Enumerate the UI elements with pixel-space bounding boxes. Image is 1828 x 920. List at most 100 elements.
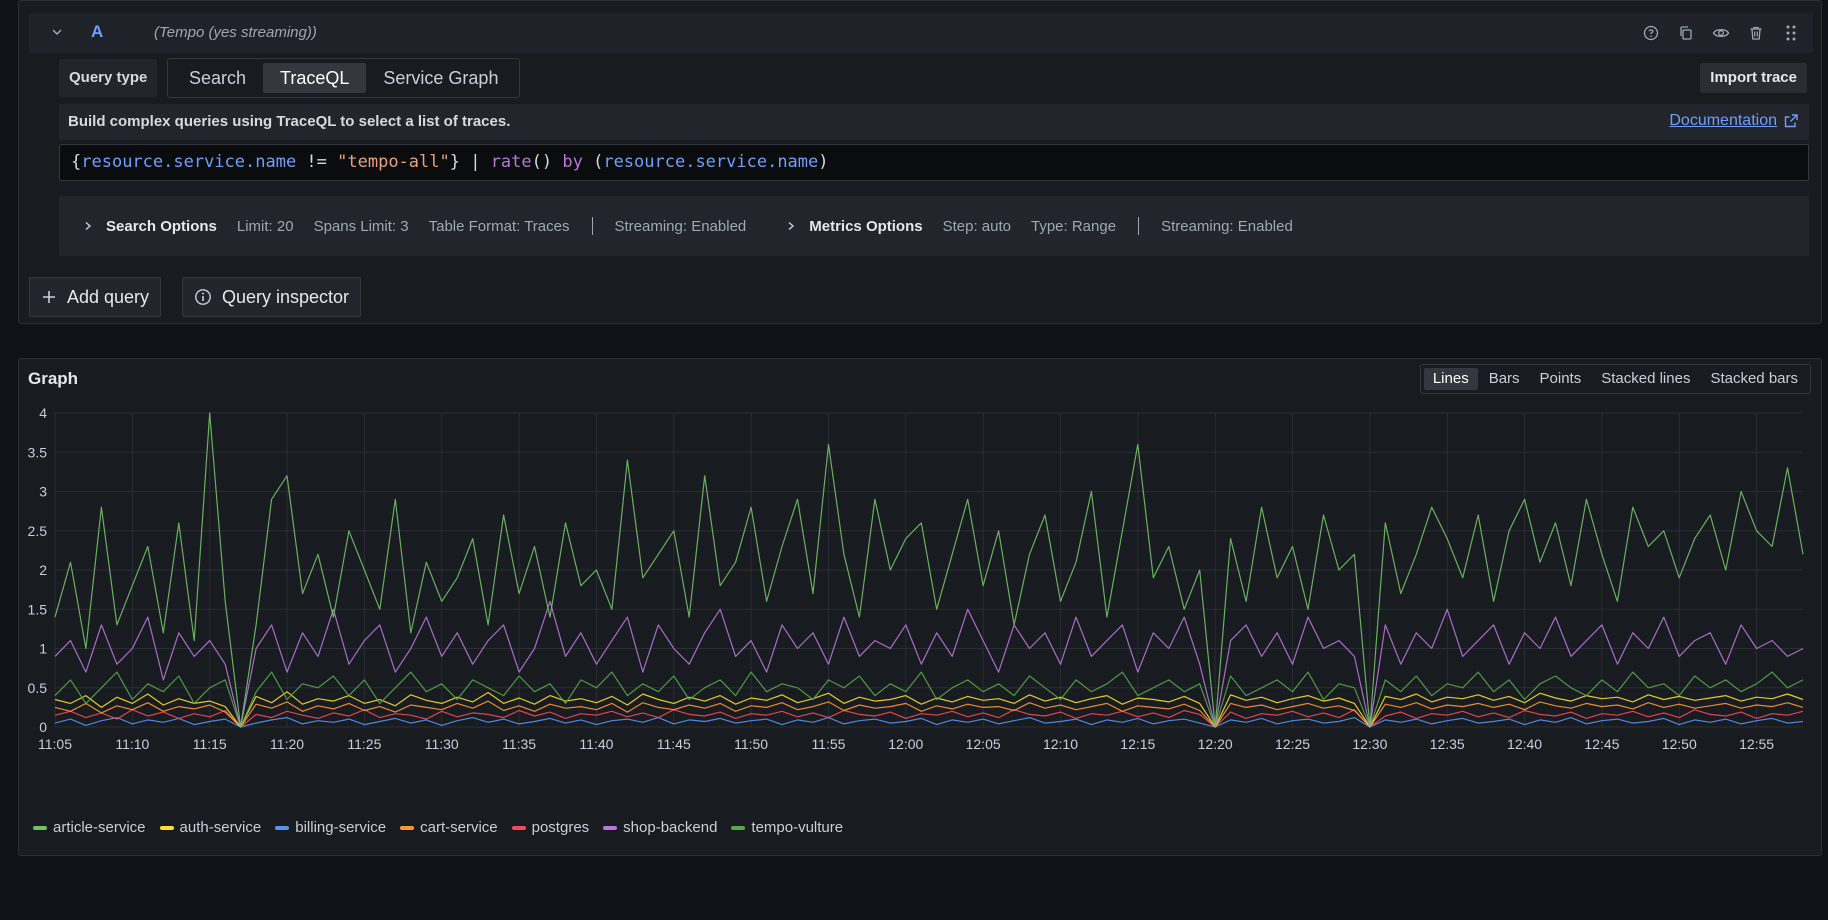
y-tick-label: 1.5 bbox=[28, 601, 48, 617]
search-options-toggle[interactable]: Search Options bbox=[106, 217, 217, 235]
import-trace-button[interactable]: Import trace bbox=[1700, 63, 1807, 93]
code-string: "tempo-all" bbox=[337, 152, 450, 172]
query-inspector-label[interactable]: Query inspector bbox=[222, 286, 350, 307]
viz-stacked-bars[interactable]: Stacked bars bbox=[1710, 370, 1798, 387]
y-tick-label: 0.5 bbox=[28, 680, 48, 696]
metrics-step: Step: auto bbox=[942, 217, 1011, 235]
eye-icon[interactable] bbox=[1709, 21, 1733, 45]
x-tick-label: 12:25 bbox=[1275, 736, 1310, 752]
plus-icon bbox=[43, 291, 55, 303]
x-tick-label: 12:50 bbox=[1662, 736, 1697, 752]
x-tick-label: 12:35 bbox=[1430, 736, 1465, 752]
graph-title: Graph bbox=[28, 369, 79, 388]
series-line-tempo-vulture bbox=[54, 671, 1804, 728]
y-tick-label: 3 bbox=[39, 484, 47, 500]
query-type-tabs: Search TraceQL Service Graph bbox=[167, 58, 521, 98]
legend-swatch bbox=[731, 825, 746, 830]
legend-swatch bbox=[33, 825, 47, 830]
chevron-down-icon[interactable] bbox=[51, 26, 63, 38]
legend-swatch bbox=[275, 825, 290, 830]
code-text: != bbox=[296, 152, 338, 172]
query-editor-panel: A (Tempo (yes streaming)) Query type Sea… bbox=[18, 0, 1822, 324]
code-keyword: by bbox=[562, 152, 583, 172]
series-line-article-service bbox=[54, 412, 1804, 728]
trash-icon[interactable] bbox=[1744, 21, 1768, 45]
legend-label[interactable]: auth-service bbox=[179, 819, 262, 836]
viz-bars[interactable]: Bars bbox=[1488, 370, 1520, 387]
add-query-label[interactable]: Add query bbox=[67, 286, 150, 307]
series-line-billing-service bbox=[54, 717, 1804, 728]
legend-item-tempo-vulture[interactable]: tempo-vulture bbox=[731, 819, 843, 836]
drag-handle-icon[interactable] bbox=[1779, 21, 1803, 45]
x-tick-label: 12:00 bbox=[888, 736, 923, 752]
chevron-right-icon[interactable] bbox=[786, 221, 796, 231]
legend-label[interactable]: shop-backend bbox=[623, 819, 718, 836]
y-tick-label: 2 bbox=[39, 562, 47, 578]
code-text: ( bbox=[582, 152, 604, 172]
x-tick-label: 11:40 bbox=[579, 736, 613, 752]
copy-icon[interactable] bbox=[1674, 21, 1698, 45]
help-icon[interactable] bbox=[1639, 21, 1663, 45]
viz-points[interactable]: Points bbox=[1539, 370, 1582, 387]
x-tick-label: 11:10 bbox=[115, 736, 149, 752]
visualization-toggle: Lines Bars Points Stacked lines Stacked … bbox=[1419, 364, 1811, 394]
y-tick-label: 1 bbox=[39, 641, 47, 657]
viz-stacked-lines[interactable]: Stacked lines bbox=[1601, 370, 1691, 387]
query-inspector-button[interactable]: Query inspector bbox=[182, 277, 362, 317]
viz-lines[interactable]: Lines bbox=[1423, 368, 1478, 390]
code-keyword: rate bbox=[490, 152, 532, 172]
x-tick-label: 12:30 bbox=[1352, 736, 1387, 752]
series-line-cart-service bbox=[54, 700, 1804, 728]
search-streaming: Streaming: Enabled bbox=[614, 217, 747, 235]
tab-service-graph[interactable]: Service Graph bbox=[383, 68, 499, 88]
x-tick-label: 11:55 bbox=[811, 736, 845, 752]
legend-item-auth-service[interactable]: auth-service bbox=[159, 819, 262, 836]
timeseries-chart[interactable]: 0 0.5 1 1.5 2 2.5 3 3.5 4 11:05 11:10 11:15 11:20 11:… bbox=[19, 399, 1821, 817]
metrics-streaming: Streaming: Enabled bbox=[1161, 217, 1293, 235]
datasource-name: (Tempo (yes streaming)) bbox=[154, 24, 317, 41]
tab-search[interactable]: Search bbox=[189, 68, 247, 88]
x-tick-label: 11:50 bbox=[734, 736, 768, 752]
legend-label[interactable]: billing-service bbox=[295, 819, 387, 836]
code-attribute: resource.service.name bbox=[603, 152, 819, 172]
y-tick-label: 2.5 bbox=[28, 523, 48, 539]
query-ref-id[interactable]: A bbox=[91, 22, 104, 41]
x-tick-label: 11:15 bbox=[193, 736, 227, 752]
x-tick-label: 11:35 bbox=[502, 736, 536, 752]
metrics-options-toggle[interactable]: Metrics Options bbox=[809, 217, 923, 235]
external-link-icon bbox=[1784, 114, 1798, 128]
options-divider bbox=[591, 217, 593, 235]
tab-traceql[interactable]: TraceQL bbox=[263, 63, 367, 93]
search-limit: Limit: 20 bbox=[236, 217, 294, 235]
documentation-link[interactable]: Documentation bbox=[1669, 112, 1799, 130]
documentation-link-label[interactable]: Documentation bbox=[1669, 112, 1777, 129]
legend-item-article-service[interactable]: article-service bbox=[33, 819, 146, 836]
x-tick-label: 12:55 bbox=[1739, 736, 1774, 752]
chevron-right-icon[interactable] bbox=[83, 221, 93, 231]
legend-swatch bbox=[400, 825, 415, 830]
table-format: Table Format: Traces bbox=[428, 217, 570, 235]
query-type-label: Query type bbox=[59, 59, 158, 97]
traceql-info-bar: Build complex queries using TraceQL to s… bbox=[59, 104, 1809, 140]
x-tick-label: 12:45 bbox=[1584, 736, 1619, 752]
code-attribute: resource.service.name bbox=[81, 152, 297, 172]
chart-legend: article-service auth-service billing-servi… bbox=[33, 819, 843, 836]
traceql-editor[interactable]: {resource.service.name != "tempo-all"} |… bbox=[59, 144, 1809, 181]
series-line-postgres bbox=[54, 709, 1804, 728]
x-tick-label: 12:05 bbox=[966, 736, 1001, 752]
legend-item-billing-service[interactable]: billing-service bbox=[275, 819, 386, 836]
x-tick-label: 11:25 bbox=[347, 736, 381, 752]
legend-label[interactable]: tempo-vulture bbox=[751, 819, 844, 836]
spans-limit: Spans Limit: 3 bbox=[313, 217, 409, 235]
legend-item-postgres[interactable]: postgres bbox=[511, 819, 590, 836]
legend-swatch bbox=[159, 825, 174, 830]
legend-label[interactable]: cart-service bbox=[420, 819, 498, 836]
legend-item-cart-service[interactable]: cart-service bbox=[400, 819, 498, 836]
traceql-query-text[interactable]: {resource.service.name != "tempo-all"} |… bbox=[71, 152, 829, 172]
legend-label[interactable]: postgres bbox=[531, 819, 590, 836]
code-text: { bbox=[71, 152, 82, 172]
y-tick-label: 0 bbox=[39, 719, 47, 735]
add-query-button[interactable]: Add query bbox=[29, 277, 162, 317]
legend-label[interactable]: article-service bbox=[53, 819, 146, 836]
legend-item-shop-backend[interactable]: shop-backend bbox=[603, 819, 717, 836]
